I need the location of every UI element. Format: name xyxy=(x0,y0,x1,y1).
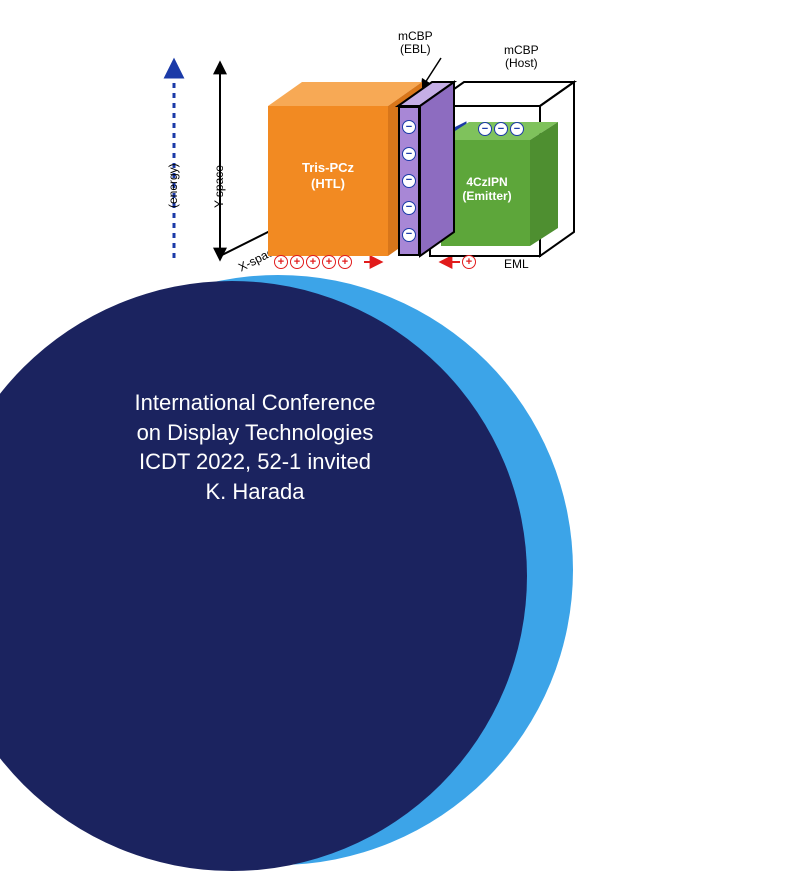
electron-icon: − xyxy=(402,201,416,215)
hole-row-htl: +++++ xyxy=(274,255,352,269)
hole-row-host: + xyxy=(462,255,476,269)
electron-top-row: −−− xyxy=(478,122,524,136)
host-annotation: mCBP (Host) xyxy=(504,44,539,70)
electron-icon: − xyxy=(402,147,416,161)
ebl-annot-line1: mCBP xyxy=(398,29,433,43)
hole-icon: + xyxy=(290,255,304,269)
ebl-side-face xyxy=(420,82,454,256)
title-line-1: International Conference xyxy=(95,388,415,418)
electron-icon: − xyxy=(510,122,524,136)
eml-label: EML xyxy=(504,258,529,271)
ebl-annotation: mCBP (EBL) xyxy=(398,30,433,56)
hole-icon: + xyxy=(306,255,320,269)
electron-column: − − − − − xyxy=(401,114,417,248)
title-line-4: K. Harada xyxy=(95,477,415,507)
title-line-2: on Display Technologies xyxy=(95,418,415,448)
electron-icon: − xyxy=(402,120,416,134)
hole-icon: + xyxy=(274,255,288,269)
title-block: International Conference on Display Tech… xyxy=(95,388,415,507)
host-annot-line1: mCBP xyxy=(504,43,539,57)
electron-icon: − xyxy=(494,122,508,136)
hole-icon: + xyxy=(338,255,352,269)
electron-icon: − xyxy=(402,228,416,242)
host-annot-line2: (Host) xyxy=(505,56,538,70)
hole-icon: + xyxy=(462,255,476,269)
ebl-annot-line2: (EBL) xyxy=(400,42,431,56)
hole-icon: + xyxy=(322,255,336,269)
electron-icon: − xyxy=(402,174,416,188)
electron-icon: − xyxy=(478,122,492,136)
oled-layer-diagram: (energy) Y-space X-space Tris-PCz (HTL) xyxy=(160,30,590,290)
title-line-3: ICDT 2022, 52-1 invited xyxy=(95,447,415,477)
